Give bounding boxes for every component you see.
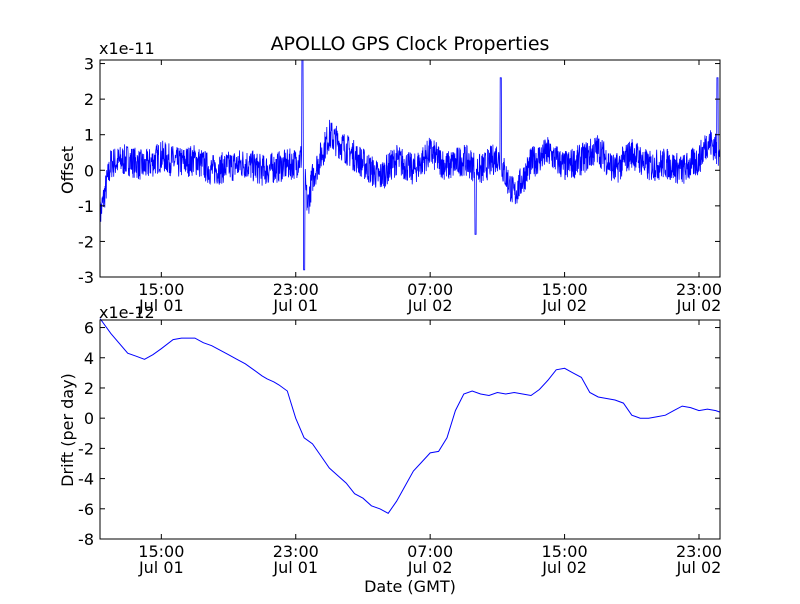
drift-ytick-label: 0 (84, 409, 94, 428)
offset-ytick-label: 3 (84, 55, 94, 74)
offset-xtick-date: Jul 02 (676, 296, 722, 315)
drift-series-line (99, 318, 721, 514)
drift-xtick-date: Jul 01 (138, 558, 184, 577)
drift-xtick-time: 23:00 (273, 542, 319, 561)
drift-xlabel: Date (GMT) (364, 577, 456, 596)
offset-scale-label: x1e-11 (99, 39, 155, 58)
offset-ytick-label: 1 (84, 126, 94, 145)
drift-xtick-date: Jul 01 (272, 558, 318, 577)
offset-series-line (99, 59, 721, 271)
drift-xtick-time: 15:00 (138, 542, 184, 561)
offset-ytick-label: -3 (78, 268, 94, 287)
offset-xtick-time: 15:00 (138, 280, 184, 299)
offset-axes-frame (99, 59, 721, 278)
offset-xtick-date: Jul 02 (407, 296, 453, 315)
drift-xtick-date: Jul 02 (676, 558, 722, 577)
drift-ylabel: Drift (per day) (58, 373, 77, 487)
drift-ytick-label: 4 (84, 349, 94, 368)
offset-xtick-date: Jul 01 (138, 296, 184, 315)
drift-xtick-time: 07:00 (407, 542, 453, 561)
offset-ylabel: Offset (58, 146, 77, 194)
drift-ytick-label: -6 (78, 500, 94, 519)
drift-ytick-label: -8 (78, 530, 94, 549)
drift-xtick-time: 15:00 (542, 542, 588, 561)
offset-ytick-label: -1 (78, 197, 94, 216)
offset-xtick-time: 23:00 (676, 280, 722, 299)
offset-xtick-time: 15:00 (542, 280, 588, 299)
offset-xtick-date: Jul 02 (541, 296, 587, 315)
offset-ytick-label: -2 (78, 232, 94, 251)
offset-ytick-label: 2 (84, 90, 94, 109)
offset-xtick-time: 23:00 (273, 280, 319, 299)
drift-xtick-date: Jul 02 (407, 558, 453, 577)
drift-ytick-label: 2 (84, 379, 94, 398)
chart-title: APOLLO GPS Clock Properties (271, 33, 550, 55)
drift-axes-frame (99, 319, 721, 540)
offset-ytick-label: 0 (84, 161, 94, 180)
drift-ytick-label: 6 (84, 319, 94, 338)
drift-scale-label: x1e-12 (99, 303, 155, 322)
drift-panel: x1e-12 Drift (per day) Date (GMT) -8 -6 -4… (58, 303, 722, 596)
offset-xtick-time: 07:00 (407, 280, 453, 299)
offset-xtick-date: Jul 01 (272, 296, 318, 315)
drift-xtick-time: 23:00 (676, 542, 722, 561)
drift-xtick-date: Jul 02 (541, 558, 587, 577)
drift-ytick-label: -2 (78, 439, 94, 458)
drift-ytick-label: -4 (78, 470, 94, 489)
